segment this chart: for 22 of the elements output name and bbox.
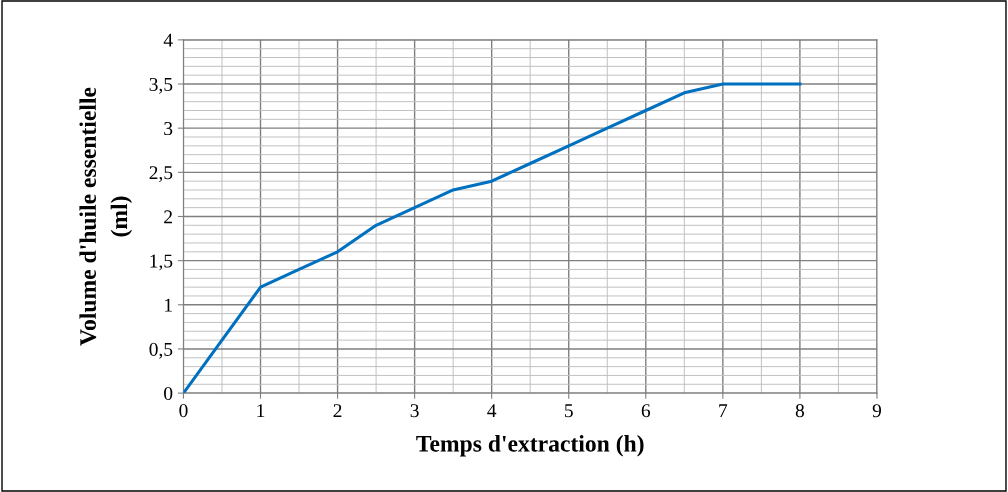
x-axis-title: Temps d'extraction (h)	[416, 435, 644, 457]
x-tick-label: 0	[179, 404, 188, 418]
x-tick-label: 6	[641, 404, 651, 418]
y-axis-title: Volume d'huile essentielle (ml)	[79, 87, 133, 346]
y-tick-label: 1	[165, 298, 172, 312]
y-tick-label: 3	[164, 122, 173, 136]
x-tick-label: 4	[487, 404, 497, 418]
y-tick-label: 2,5	[149, 166, 173, 183]
y-tick-label: 1,5	[150, 254, 173, 271]
x-tick-label: 7	[719, 404, 728, 418]
y-tick-label: 2	[164, 210, 172, 224]
x-tick-label: 9	[872, 404, 882, 418]
y-tick-label: 4	[163, 33, 173, 47]
x-tick-label: 3	[410, 404, 419, 418]
x-tick-label: 2	[333, 404, 342, 418]
y-tick-label: 0,5	[149, 342, 173, 359]
x-tick-label: 8	[795, 404, 805, 418]
y-tick-label: 0	[164, 386, 173, 401]
x-tick-label: 1	[257, 404, 265, 418]
y-tick-label: 3,5	[149, 77, 173, 94]
x-tick-label: 5	[565, 404, 573, 418]
line-series	[183, 82, 802, 394]
